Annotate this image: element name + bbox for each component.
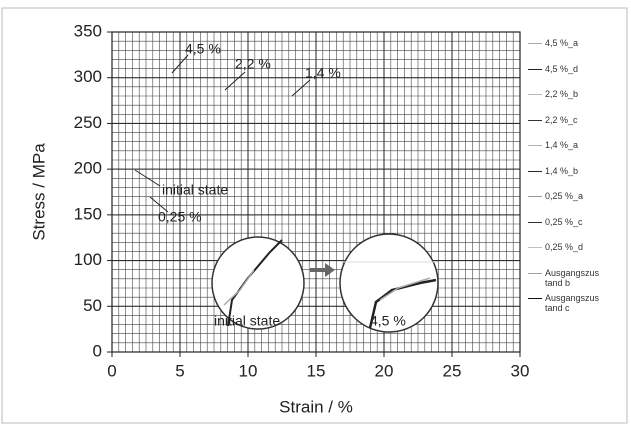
legend-entry: Ausgangszustand b — [528, 268, 628, 294]
x-tick-label: 15 — [307, 361, 326, 380]
annotation: initial state — [214, 313, 280, 329]
annotation: initial state — [162, 182, 228, 198]
x-tick-label: 20 — [375, 361, 394, 380]
legend: 4,5 %_a 4,5 %_d 2,2 %_b 2,2 %_c 1,4 %_a 1,4 %… — [528, 38, 628, 319]
legend-label: 1,4 %_a — [545, 140, 579, 150]
legend-label: 0,25 %_a — [545, 191, 584, 201]
frame — [1, 7, 628, 424]
x-tick-label: 5 — [175, 361, 184, 380]
legend-entry: 2,2 %_b — [528, 89, 628, 115]
x-tick-label: 10 — [239, 361, 258, 380]
y-tick-label: 200 — [74, 159, 102, 178]
legend-swatch — [528, 68, 542, 70]
annotation: 4,5 % — [370, 313, 406, 329]
arrow — [310, 263, 335, 277]
legend-label: 2,2 %_c — [545, 114, 578, 125]
x-axis-label: Strain / % — [279, 397, 353, 416]
legend-label: Ausgangszustand b — [545, 267, 600, 288]
grid: 0 50 100 150 200 250 300 350 0 5 10 15 20 25 30 — [74, 21, 530, 380]
annotation: 0,25 % — [158, 209, 202, 225]
legend-swatch — [528, 221, 542, 223]
y-tick-label: 250 — [74, 113, 102, 132]
pointer — [224, 71, 246, 91]
legend-label: 4,5 %_a — [545, 38, 579, 48]
y-axis-label: Stress / MPa — [29, 143, 48, 241]
legend-label: Ausgangszustand c — [545, 293, 600, 313]
legend-swatch — [528, 119, 542, 121]
legend-swatch — [528, 247, 542, 248]
legend-swatch — [528, 196, 542, 197]
legend-entry: 1,4 %_a — [528, 140, 628, 166]
y-tick-label: 150 — [74, 204, 102, 223]
y-tick-label: 0 — [93, 341, 102, 360]
legend-label: 0,25 %_d — [545, 242, 584, 252]
legend-label: 2,2 %_b — [545, 89, 579, 99]
y-tick-label: 50 — [83, 296, 102, 315]
legend-entry: 0,25 %_a — [528, 191, 628, 217]
inset-curve — [379, 277, 431, 301]
inset-circle — [211, 236, 305, 330]
legend-label: 4,5 %_d — [545, 63, 579, 74]
legend-swatch — [528, 298, 542, 299]
x-tick-label: 30 — [511, 361, 530, 380]
legend-swatch — [528, 272, 542, 274]
y-tick-label: 350 — [74, 21, 102, 40]
legend-entry: 1,4 %_b — [528, 166, 628, 192]
pointers — [134, 54, 311, 213]
legend-swatch — [528, 94, 542, 95]
legend-swatch — [528, 43, 542, 44]
legend-entry: 4,5 %_a — [528, 38, 628, 64]
inset-curve — [223, 269, 255, 306]
annotation: 4,5 % — [185, 41, 221, 57]
y-tick-label: 100 — [74, 250, 102, 269]
pointer — [149, 196, 169, 213]
legend-entry: Ausgangszustand c — [528, 293, 628, 319]
pointer — [291, 79, 311, 97]
x-tick-label: 0 — [107, 361, 116, 380]
legend-entry: 0,25 %_c — [528, 217, 628, 243]
insets — [211, 233, 439, 333]
annotation: 2,2 % — [235, 56, 271, 72]
legend-entry: 2,2 %_c — [528, 115, 628, 141]
legend-entry: 4,5 %_d — [528, 64, 628, 90]
legend-label: 0,25 %_c — [545, 216, 583, 227]
y-tick-label: 300 — [74, 67, 102, 86]
annotation: 1,4 % — [305, 65, 341, 81]
legend-label: 1,4 %_b — [545, 165, 579, 176]
legend-swatch — [528, 170, 542, 172]
pointer — [171, 54, 189, 74]
legend-swatch — [528, 145, 542, 146]
inset-curve — [368, 278, 437, 329]
inset-circle — [339, 233, 439, 333]
pointer — [134, 169, 161, 187]
legend-entry: 0,25 %_d — [528, 242, 628, 268]
x-tick-label: 25 — [443, 361, 462, 380]
